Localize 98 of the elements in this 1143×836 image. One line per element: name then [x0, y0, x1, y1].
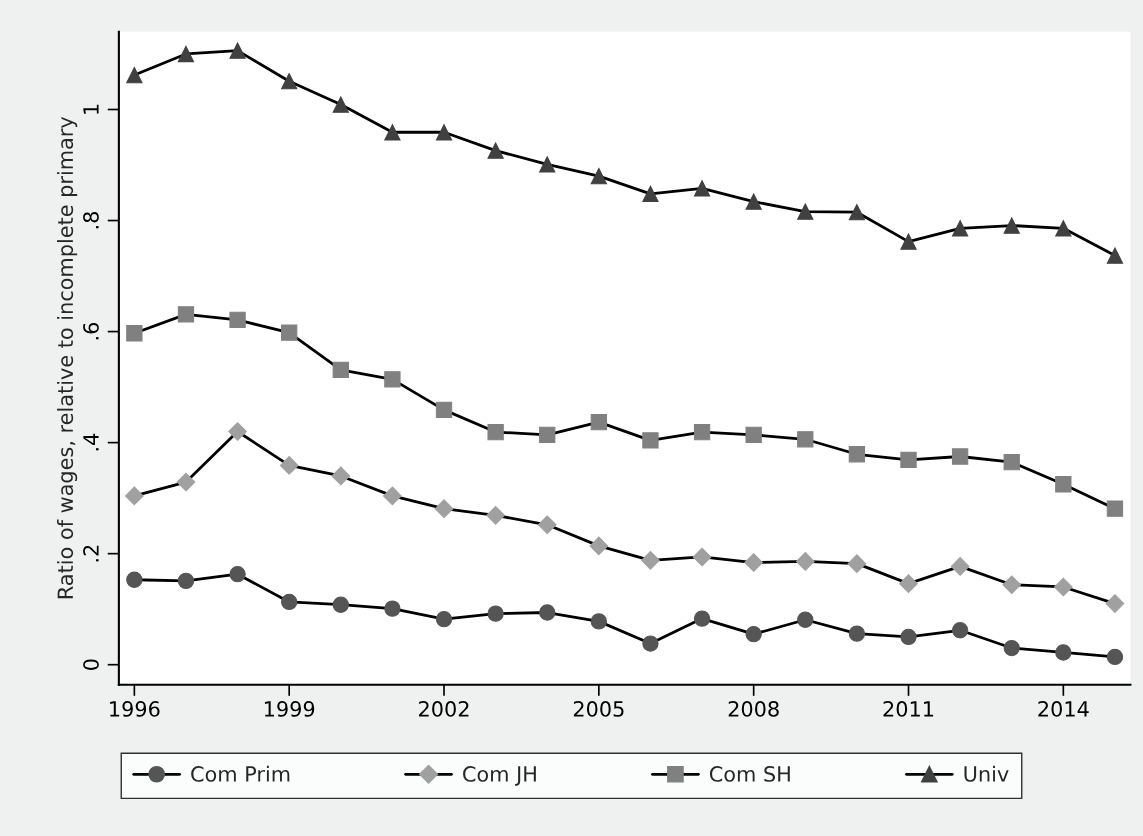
point [177, 306, 195, 323]
x-tick-label: 2011 [883, 701, 934, 717]
point [1106, 500, 1124, 517]
point [951, 622, 969, 639]
x-tick-label: 1996 [110, 701, 160, 717]
x-tick-label: 2008 [728, 701, 779, 717]
point [1055, 220, 1072, 237]
point [744, 553, 764, 572]
point [228, 422, 247, 441]
point [641, 550, 660, 570]
point [177, 45, 195, 63]
y-tick-label: .6 [83, 322, 99, 340]
point [384, 124, 401, 141]
point [126, 571, 143, 588]
point [435, 401, 453, 419]
point [693, 180, 711, 197]
point [281, 593, 298, 611]
x-tick-label: 2002 [419, 701, 469, 717]
point [797, 611, 814, 628]
y-tick-label: 1 [83, 104, 99, 114]
x-tick-label: 2014 [1038, 701, 1089, 717]
y-tick-label: .2 [83, 545, 99, 562]
point [589, 536, 609, 556]
point [797, 203, 814, 220]
point [642, 185, 659, 203]
point [126, 325, 143, 342]
point [539, 426, 556, 443]
point [486, 505, 505, 525]
point [900, 628, 917, 646]
point [951, 448, 969, 465]
x-tick-label: 1999 [264, 701, 315, 717]
point [795, 552, 815, 571]
point [1105, 594, 1125, 613]
point [487, 423, 504, 441]
legend-label: Com SH [709, 766, 790, 782]
point [1106, 648, 1124, 666]
point [951, 220, 969, 237]
point [384, 371, 401, 388]
point [281, 73, 298, 90]
point [487, 142, 504, 159]
point [797, 431, 814, 448]
point [332, 96, 349, 113]
point [848, 446, 866, 463]
point [177, 572, 195, 590]
point [487, 605, 504, 622]
point [384, 600, 401, 617]
point [745, 426, 762, 443]
point [642, 432, 659, 449]
point [848, 625, 866, 642]
point [126, 66, 143, 84]
point [1003, 639, 1020, 657]
point [1053, 577, 1073, 597]
legend-label: Univ [964, 765, 1009, 782]
point [847, 554, 867, 574]
x-tick-label: 2005 [573, 701, 624, 717]
point [1002, 575, 1022, 595]
y-axis-title: Ratio of wages, relative to incomplete primary [57, 116, 78, 599]
point [1003, 453, 1020, 471]
legend-label: Com Prim [191, 765, 290, 782]
point [692, 547, 712, 567]
point [332, 361, 349, 379]
legend-label: Com JH [463, 766, 536, 786]
point [434, 499, 454, 519]
point [590, 167, 607, 185]
point [745, 193, 762, 210]
y-tick-label: 0 [83, 659, 99, 670]
point [539, 156, 556, 173]
point [900, 233, 917, 250]
point [693, 610, 711, 627]
point [899, 574, 918, 593]
point [537, 515, 557, 535]
point [383, 486, 402, 506]
y-tick-label: .4 [83, 433, 99, 451]
point [1055, 476, 1072, 493]
point [281, 324, 298, 341]
point [435, 611, 453, 628]
point [539, 604, 556, 621]
point [332, 596, 349, 613]
point [1106, 247, 1124, 264]
point [900, 451, 917, 468]
point [331, 466, 351, 486]
point [950, 557, 970, 576]
point [125, 486, 144, 506]
point [693, 423, 711, 441]
point [435, 124, 453, 141]
point [590, 413, 607, 431]
point [642, 635, 659, 652]
point [279, 456, 299, 475]
y-tick-label: .8 [83, 212, 99, 229]
point [745, 626, 762, 643]
point [1003, 217, 1020, 234]
point [1055, 644, 1072, 661]
point [176, 472, 196, 492]
point [229, 311, 246, 329]
point [229, 566, 246, 583]
point [229, 42, 246, 59]
point [848, 204, 866, 221]
point [590, 613, 607, 630]
